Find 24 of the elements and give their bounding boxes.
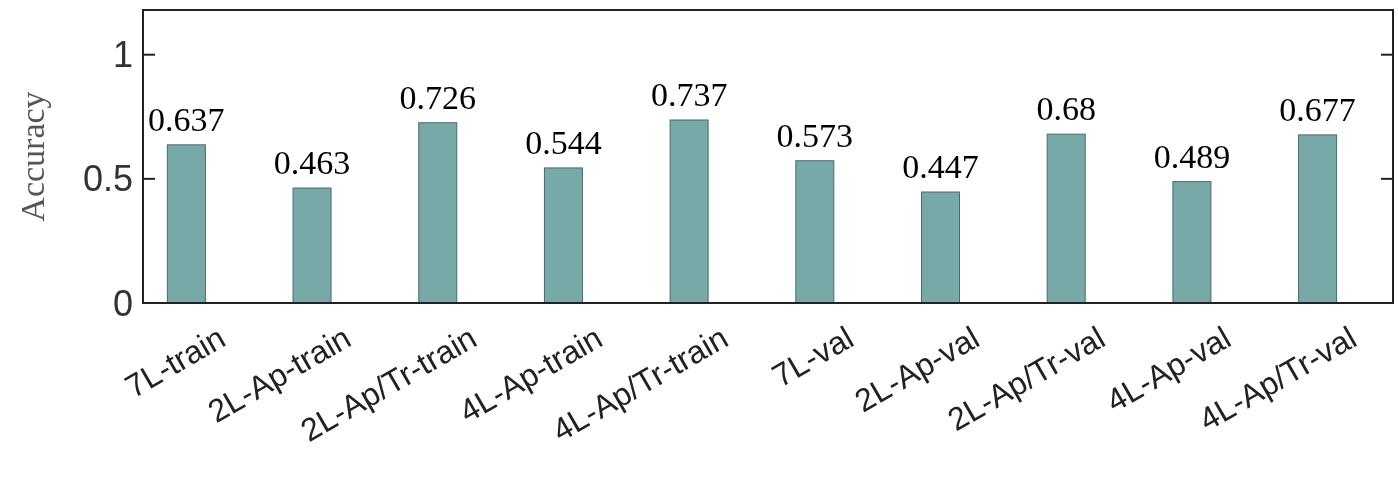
- bar: [292, 187, 332, 304]
- bar: [1298, 134, 1338, 304]
- data-label: 0.726: [399, 78, 476, 116]
- data-label: 0.637: [148, 100, 225, 138]
- data-label: 0.677: [1279, 90, 1356, 128]
- data-label: 0.68: [1036, 90, 1096, 128]
- y-axis-title: Accuracy: [14, 91, 51, 222]
- data-label: 0.489: [1153, 137, 1231, 175]
- data-label: 0.573: [776, 116, 854, 154]
- bar: [1046, 133, 1086, 304]
- y-tick-label: 1: [112, 34, 133, 76]
- data-label: 0.447: [902, 148, 979, 186]
- bar: [921, 191, 961, 304]
- bar: [795, 160, 835, 304]
- bar: [166, 144, 206, 304]
- bar: [1172, 181, 1212, 304]
- y-tick-label: 0: [112, 282, 133, 324]
- y-tick-label: 0.5: [82, 158, 133, 200]
- bar: [418, 122, 458, 304]
- bar: [543, 167, 583, 304]
- data-label: 0.544: [525, 123, 602, 161]
- data-label: 0.463: [273, 144, 351, 182]
- bar: [669, 119, 709, 304]
- data-label: 0.737: [650, 76, 728, 113]
